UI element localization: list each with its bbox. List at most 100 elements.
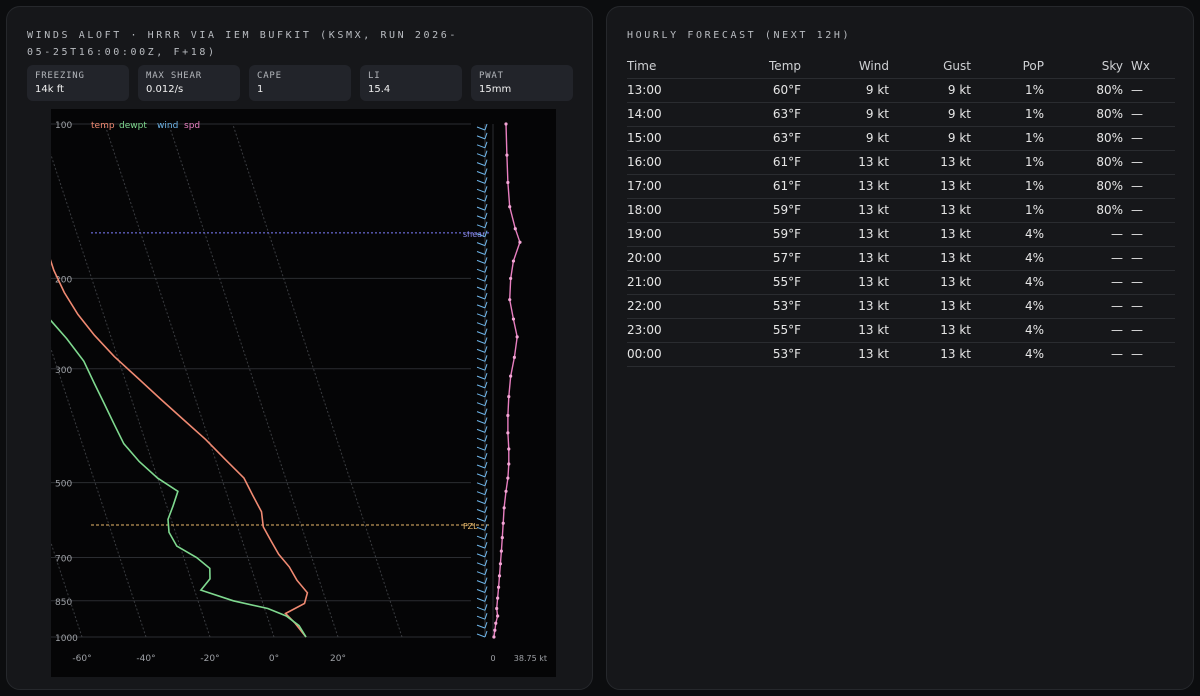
wind-barb [476,266,488,273]
cell-wind: 13 kt [801,245,889,270]
wind-barb [476,390,488,398]
barb-staff [476,606,486,611]
cell-wx: — [1123,221,1175,246]
barb-staff [476,455,486,460]
wind-barb [476,470,488,478]
pressure-tick-label: 300 [55,366,72,376]
cell-temp: 55°F [697,269,801,294]
cell-wind: 13 kt [801,221,889,246]
column-header-wx: Wx [1131,58,1150,73]
stat-value: 14k ft [35,84,64,95]
skewt-svg: 100 200 300 500 700 850 1000 -60° -40° -20° 0° 20° s… [51,121,547,664]
wind-barb [476,132,488,140]
barb-staff [476,562,486,567]
cell-wind: 13 kt [801,173,889,198]
wind-barb [476,586,488,593]
cell-sky: 80% [1044,77,1123,102]
barb-staff [476,482,486,487]
cell-sky: 80% [1044,149,1123,174]
barb-flag [484,613,488,620]
stat-label: CAPE [257,71,282,81]
barb-flag [484,461,488,469]
cell-wind: 9 kt [801,77,889,102]
barb-flag [484,479,488,486]
cell-sky: 80% [1044,173,1123,198]
temp-tick-label: -40° [136,654,155,664]
cell-wind: 13 kt [801,269,889,294]
barb-staff [476,357,486,362]
cell-sky: — [1044,245,1123,270]
barb-flag [484,355,488,362]
cell-gust: 13 kt [889,269,971,294]
barb-flag [484,435,488,442]
column-header-temp: Temp [769,58,801,73]
barb-flag [484,604,488,611]
cell-sky: — [1044,269,1123,294]
hourly-forecast-table: Time Temp Wind Gust PoP Sky Wx 13:00 60°F 9 kt 9 … [627,54,1175,367]
barb-staff [476,313,486,318]
cell-wx: — [1123,101,1175,126]
speed-point [507,447,511,451]
cell-wind: 13 kt [801,341,889,367]
wind-barb [476,150,488,158]
cell-sky: — [1044,221,1123,246]
wind-barb [476,577,488,585]
wind-barb [476,604,488,611]
wind-barb [476,452,488,460]
wind-barb [476,346,488,353]
wind-barb [476,123,488,131]
freezing-level-label: FZL [463,522,478,531]
speed-point [508,298,512,302]
isotherms [51,123,403,638]
column-header-time: Time [627,58,657,73]
cell-pop: 4% [971,245,1044,270]
column-header-pop: PoP [1022,58,1044,73]
cell-gust: 13 kt [889,149,971,174]
cell-pop: 1% [971,101,1044,126]
cell-pop: 1% [971,125,1044,150]
wind-barb [476,283,488,291]
stat-label: FREEZING [35,71,85,81]
barb-staff [476,366,486,371]
speed-point [509,374,513,378]
cell-pop: 1% [971,197,1044,222]
barb-flag [484,186,488,193]
wind-barb [476,168,488,175]
barb-flag [484,230,488,237]
speed-point [518,240,522,244]
legend-dewpt: dewpt [119,121,147,131]
cell-pop: 4% [971,317,1044,342]
speed-point [507,395,511,399]
cell-temp: 53°F [697,293,801,318]
barb-flag [484,292,488,300]
cell-wx: — [1123,149,1175,174]
barb-flag [484,239,488,246]
stat-card-li: LI 15.4 [360,65,462,101]
barb-staff [476,375,486,380]
speed-point [512,355,516,359]
cell-temp: 63°F [697,101,801,126]
speed-point [496,585,501,589]
barb-flag [484,195,488,202]
barb-flag [484,452,488,460]
cell-time: 16:00 [627,149,697,174]
cell-gust: 9 kt [889,125,971,150]
wind-barb [476,408,488,416]
table-row: 16:00 61°F 13 kt 13 kt 1% 80% — [627,149,1175,174]
wind-barb [476,337,488,344]
barb-staff [476,197,486,202]
speed-point [502,506,506,510]
cell-wind: 13 kt [801,197,889,222]
pressure-tick-label: 200 [55,275,72,285]
table-row: 22:00 53°F 13 kt 13 kt 4% — — [627,293,1175,318]
barb-staff [476,206,486,211]
stat-card-pwat: PWAT 15mm [471,65,573,101]
cell-wx: — [1123,197,1175,222]
cell-time: 13:00 [627,77,697,102]
cell-sky: — [1044,293,1123,318]
cell-time: 17:00 [627,173,697,198]
barb-flag [484,346,488,353]
wind-barb [476,141,488,149]
wind-barb [476,230,488,238]
speed-point [511,317,516,321]
